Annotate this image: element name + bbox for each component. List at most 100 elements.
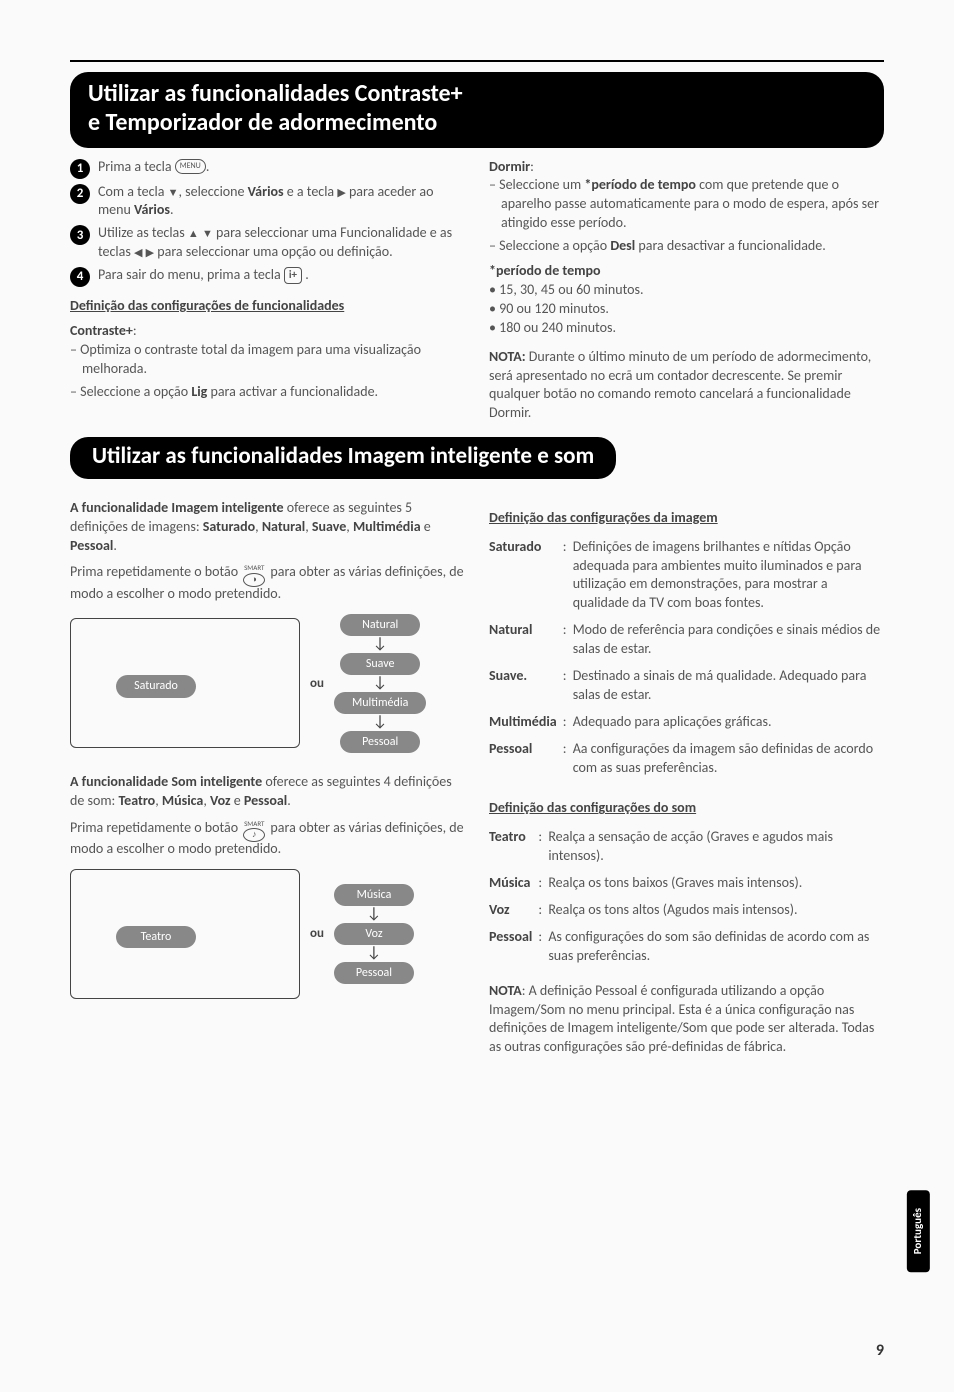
down-arrow-icon: ↓ <box>367 908 381 921</box>
list-item: Optimiza o contraste total da imagem par… <box>70 341 465 379</box>
ou-label-1: ou <box>310 675 324 693</box>
definition-key: Saturado <box>489 534 563 618</box>
down-arrow-icon: ↓ <box>367 947 381 960</box>
smart-sound-press: Prima repetidamente o botão SMART♪ para … <box>70 817 465 859</box>
smart-sound-intro: A funcionalidade Som inteligente oferece… <box>70 773 465 811</box>
definition-value: Destinado a sinais de má qualidade. Adeq… <box>573 663 884 709</box>
step-num-2: 2 <box>70 184 90 204</box>
definition-sep: : <box>563 663 573 709</box>
definition-sep: : <box>538 870 548 897</box>
section2-columns: A funcionalidade Imagem inteligente ofer… <box>70 499 884 1057</box>
language-tab: Português <box>907 1190 930 1272</box>
definition-value: Modo de referência para condições e sina… <box>573 617 884 663</box>
image-defs-heading: Definição das configurações da imagem <box>489 509 884 528</box>
definition-sep: : <box>538 924 548 970</box>
section2-left-col: A funcionalidade Imagem inteligente ofer… <box>70 499 465 1057</box>
definition-sep: : <box>563 736 573 782</box>
down-arrow-icon: ↓ <box>373 716 387 729</box>
section2-nota: NOTA: A definição Pessoal é configurada … <box>489 982 884 1058</box>
definition-row: Voz:Realça os tons altos (Agudos mais in… <box>489 897 884 924</box>
step-num-1: 1 <box>70 159 90 179</box>
contrast-label: Contraste+: <box>70 322 465 341</box>
info-plus-icon: i+ <box>284 267 302 284</box>
sound-defs-heading: Definição das configurações do som <box>489 799 884 818</box>
step-4: 4 Para sair do menu, prima a tecla i+ . <box>70 266 465 287</box>
definition-key: Voz <box>489 897 538 924</box>
down-triangle-icon: ▼ <box>202 227 213 240</box>
tv1-pill: Saturado <box>116 675 196 697</box>
mode-pill: Pessoal <box>340 731 420 753</box>
smart-picture-icon: SMART◑ <box>243 563 265 586</box>
image-defs-table: Saturado:Definições de imagens brilhante… <box>489 534 884 782</box>
periodo-label: *período de tempo <box>489 262 884 281</box>
pill-stack-1: Natural↓Suave↓Multimédia↓Pessoal <box>334 614 426 753</box>
tv-frame-2: Teatro <box>70 869 300 999</box>
mode-pill: Suave <box>340 653 420 675</box>
step-num-4: 4 <box>70 267 90 287</box>
down-triangle-icon: ▼ <box>168 186 179 199</box>
definition-key: Suave. <box>489 663 563 709</box>
down-arrow-icon: ↓ <box>373 677 387 690</box>
menu-icon: MENU <box>175 159 206 174</box>
step-1-text: Prima a tecla MENU. <box>98 158 209 177</box>
step-num-3: 3 <box>70 225 90 245</box>
list-item: Seleccione um *período de tempo com que … <box>489 176 884 233</box>
definition-value: Realça os tons baixos (Graves mais inten… <box>548 870 884 897</box>
step-3-text: Utilize as teclas ▲ ▼ para seleccionar u… <box>98 224 465 262</box>
definition-sep: : <box>538 824 548 870</box>
right-triangle-icon: ▶ <box>337 186 345 199</box>
section1-banner: Utilizar as funcionalidades Contraste+ e… <box>70 72 884 148</box>
definition-key: Pessoal <box>489 924 538 970</box>
tv-frame-1: Saturado <box>70 618 300 748</box>
definition-row: Música:Realça os tons baixos (Graves mai… <box>489 870 884 897</box>
dormir-list: Seleccione um *período de tempo com que … <box>489 176 884 256</box>
section2-banner: Utilizar as funcionalidades Imagem intel… <box>70 437 616 479</box>
definition-sep: : <box>538 897 548 924</box>
tv-group-sound: Teatro ou Música↓Voz↓Pessoal <box>70 869 465 999</box>
sound-defs-table: Teatro:Realça a sensação de acção (Grave… <box>489 824 884 969</box>
section2-banner-wrap: Utilizar as funcionalidades Imagem intel… <box>70 437 884 489</box>
ou-label-2: ou <box>310 925 324 943</box>
definition-value: Realça a sensação de acção (Graves e agu… <box>548 824 884 870</box>
banner1-line1: Utilizar as funcionalidades Contraste+ <box>88 79 463 108</box>
step-4-text: Para sair do menu, prima a tecla i+ . <box>98 266 309 285</box>
definition-row: Natural:Modo de referência para condiçõe… <box>489 617 884 663</box>
tv2-pill: Teatro <box>116 926 196 948</box>
page-number: 9 <box>876 1340 884 1362</box>
left-triangle-icon: ◀ <box>134 246 142 259</box>
definition-value: Definições de imagens brilhantes e nítid… <box>573 534 884 618</box>
dormir-label: Dormir: <box>489 158 884 177</box>
mode-pill: Pessoal <box>334 962 414 984</box>
list-item: 90 ou 120 minutos. <box>489 300 884 319</box>
banner1-line2: e Temporizador de adormecimento <box>88 108 437 137</box>
definition-key: Teatro <box>489 824 538 870</box>
config-heading: Definição das configurações de funcional… <box>70 297 465 316</box>
definition-sep: : <box>563 617 573 663</box>
section2-right-col: Definição das configurações da imagem Sa… <box>489 499 884 1057</box>
mode-pill: Natural <box>340 614 420 636</box>
tv-group-image: Saturado ou Natural↓Suave↓Multimédia↓Pes… <box>70 614 465 753</box>
step-3: 3 Utilize as teclas ▲ ▼ para seleccionar… <box>70 224 465 262</box>
definition-value: Aa configurações da imagem são definidas… <box>573 736 884 782</box>
list-item: Seleccione a opção Desl para desactivar … <box>489 237 884 256</box>
contrast-list: Optimiza o contraste total da imagem par… <box>70 341 465 402</box>
mode-pill: Voz <box>334 923 414 945</box>
list-item: 180 ou 240 minutos. <box>489 319 884 338</box>
list-item: 15, 30, 45 ou 60 minutos. <box>489 281 884 300</box>
definition-key: Pessoal <box>489 736 563 782</box>
definition-value: Adequado para aplicações gráficas. <box>573 709 884 736</box>
pill-stack-2: Música↓Voz↓Pessoal <box>334 884 414 984</box>
definition-row: Saturado:Definições de imagens brilhante… <box>489 534 884 618</box>
step-2-text: Com a tecla ▼, seleccione Vários e a tec… <box>98 183 465 221</box>
section1-right-col: Dormir: Seleccione um *período de tempo … <box>489 158 884 424</box>
definition-row: Teatro:Realça a sensação de acção (Grave… <box>489 824 884 870</box>
top-rule <box>70 60 884 62</box>
smart-image-intro: A funcionalidade Imagem inteligente ofer… <box>70 499 465 556</box>
definition-row: Pessoal:As configurações do som são defi… <box>489 924 884 970</box>
definition-sep: : <box>563 534 573 618</box>
up-triangle-icon: ▲ <box>188 227 199 240</box>
section1-columns: 1 Prima a tecla MENU. 2 Com a tecla ▼, s… <box>70 158 884 424</box>
definition-key: Multimédia <box>489 709 563 736</box>
definition-row: Pessoal:Aa configurações da imagem são d… <box>489 736 884 782</box>
step-2: 2 Com a tecla ▼, seleccione Vários e a t… <box>70 183 465 221</box>
